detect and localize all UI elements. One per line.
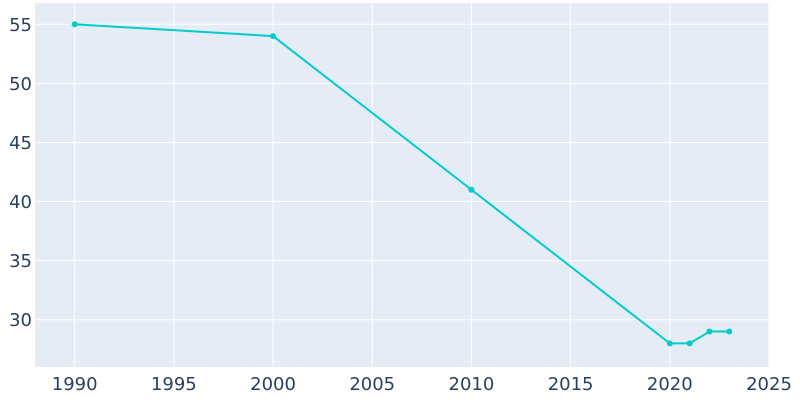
- y-tick-label: 30: [9, 310, 32, 331]
- x-tick-label: 2015: [548, 374, 594, 395]
- x-axis-tick-labels: 1990 1995 2000 2005 2010 2015 2020 2025: [52, 374, 792, 395]
- y-tick-label: 40: [9, 192, 32, 213]
- data-point: [726, 328, 733, 335]
- y-axis-tick-labels: 30 35 40 45 50 55: [9, 15, 32, 331]
- data-point: [270, 33, 277, 40]
- data-point: [468, 186, 475, 193]
- x-tick-label: 1990: [52, 374, 98, 395]
- x-tick-label: 2010: [449, 374, 495, 395]
- x-tick-label: 2020: [647, 374, 693, 395]
- y-tick-label: 45: [9, 133, 32, 154]
- x-tick-label: 2000: [250, 374, 296, 395]
- series-layer: [71, 21, 733, 347]
- data-point: [706, 328, 713, 335]
- x-gridlines: [74, 3, 770, 367]
- x-tick-label: 1995: [151, 374, 197, 395]
- data-point: [686, 340, 693, 347]
- data-point: [71, 21, 78, 28]
- y-gridlines: [35, 23, 769, 321]
- y-tick-label: 35: [9, 251, 32, 272]
- y-tick-label: 55: [9, 15, 32, 36]
- x-tick-label: 2025: [746, 374, 792, 395]
- plot-area: [35, 3, 769, 367]
- y-tick-label: 50: [9, 74, 32, 95]
- x-tick-label: 2005: [349, 374, 395, 395]
- data-point: [666, 340, 673, 347]
